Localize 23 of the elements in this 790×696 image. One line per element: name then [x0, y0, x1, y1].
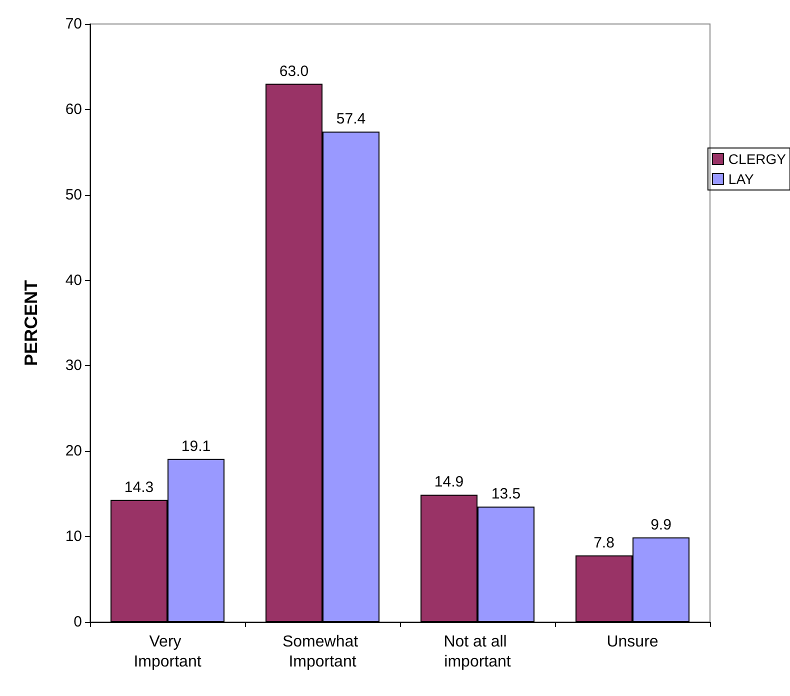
x-tick-label: Unsure: [606, 634, 658, 650]
y-tick-label: 70: [65, 16, 82, 32]
y-tick-label: 60: [65, 100, 82, 118]
y-axis-title: PERCENT: [21, 280, 41, 366]
data-label: 9.9: [650, 516, 672, 534]
data-label: 14.3: [124, 478, 154, 496]
data-label: 14.9: [434, 474, 464, 491]
data-label: 13.5: [491, 486, 521, 503]
y-tick-label: 10: [65, 528, 82, 546]
y-tick-label: 20: [65, 442, 82, 460]
y-tick-label: 0: [74, 614, 82, 630]
x-tick-label: Somewhat Important: [282, 634, 363, 670]
data-label: 7.8: [594, 534, 614, 552]
y-tick-label: 30: [65, 357, 82, 374]
legend-label: CLERGY: [728, 151, 787, 167]
data-label: 57.4: [336, 110, 366, 128]
data-label: 63.0: [279, 62, 309, 80]
y-tick-label: 40: [65, 272, 82, 289]
legend-label: LAY: [728, 171, 755, 187]
y-tick-label: 50: [65, 186, 82, 204]
x-tick-label: Very Important: [134, 634, 202, 670]
x-tick-label: Not at all important: [444, 634, 512, 670]
data-label: 19.1: [181, 438, 211, 455]
